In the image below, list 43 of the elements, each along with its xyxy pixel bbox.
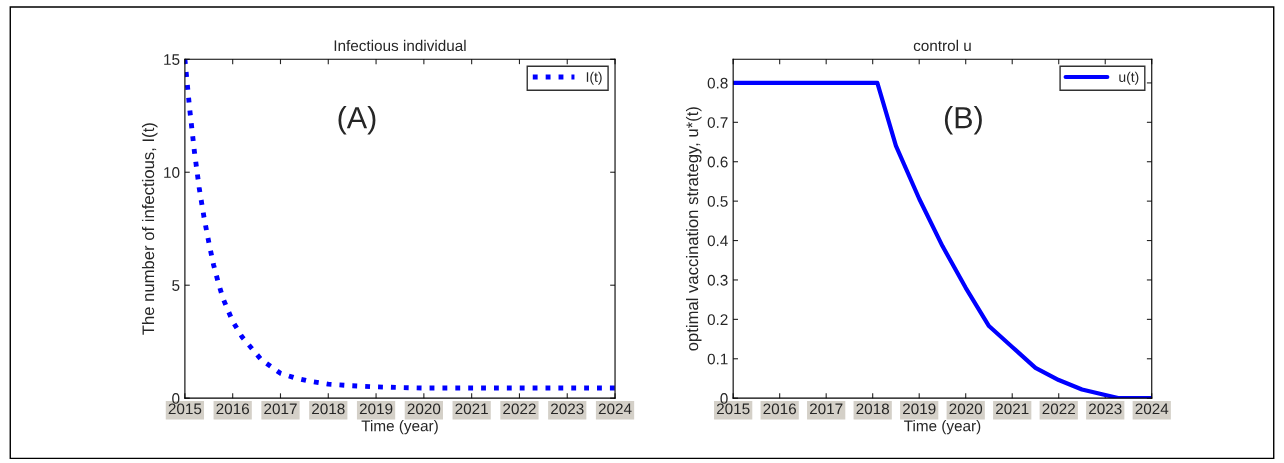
y-tick-label: 10 <box>164 167 180 178</box>
y-tick-label: 0.1 <box>707 353 728 365</box>
x-tick-label: 2019 <box>902 403 936 415</box>
x-tick-label: 2023 <box>551 403 584 415</box>
chart-title: control u <box>913 39 971 52</box>
x-tick-label: 2018 <box>312 403 345 415</box>
y-tick-label: 15 <box>164 54 180 65</box>
x-tick-label: 2019 <box>359 403 393 415</box>
y-tick-label: 0.5 <box>707 196 728 207</box>
x-tick-label: 2021 <box>996 403 1029 415</box>
y-axis-title: optimal vaccination strategy, u*(t) <box>685 107 702 351</box>
x-tick-label: 2020 <box>949 403 983 415</box>
y-tick-label: 0.2 <box>707 314 728 326</box>
legend-label: u(t) <box>1119 71 1139 85</box>
x-tick-label: 2024 <box>1135 403 1169 415</box>
x-tick-label: 2017 <box>809 403 843 415</box>
x-tick-label: 2016 <box>763 403 796 415</box>
y-tick-label: 0 <box>720 393 728 404</box>
x-tick-label: 2023 <box>1089 403 1122 415</box>
x-tick-label: 2020 <box>407 403 441 415</box>
x-tick-label: 2022 <box>1042 403 1075 415</box>
y-tick-label: 0 <box>172 393 180 404</box>
chart-title: Infectious individual <box>334 39 466 52</box>
y-tick-label: 0.4 <box>707 235 728 247</box>
x-axis-title: Time (year) <box>361 420 438 435</box>
legend-label: I(t) <box>586 71 602 85</box>
y-tick-label: 0.6 <box>707 156 728 168</box>
x-tick-label: 2017 <box>264 403 297 415</box>
annotation: (A) <box>338 106 376 135</box>
y-tick-label: 0.3 <box>707 274 728 286</box>
y-tick-label: 5 <box>172 280 180 291</box>
x-tick-label: 2024 <box>598 403 632 415</box>
x-axis-title: Time (year) <box>904 420 981 435</box>
x-tick-label: 2015 <box>168 403 202 415</box>
x-tick-label: 2021 <box>455 403 488 415</box>
x-tick-label: 2022 <box>503 403 536 415</box>
y-tick-label: 0.7 <box>707 117 728 128</box>
y-axis-title: The number of infectious, I(t) <box>141 123 158 335</box>
y-tick-label: 0.8 <box>707 77 728 89</box>
annotation: (B) <box>944 106 982 135</box>
x-tick-label: 2018 <box>856 403 890 415</box>
x-tick-label: 2016 <box>216 403 250 415</box>
x-tick-label: 2015 <box>716 403 750 415</box>
